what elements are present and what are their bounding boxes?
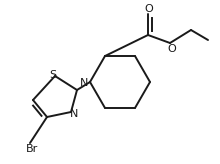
Text: O: O: [145, 4, 153, 14]
Text: N: N: [70, 109, 78, 119]
Text: Br: Br: [26, 144, 38, 154]
Text: S: S: [50, 70, 57, 80]
Text: O: O: [168, 44, 176, 54]
Text: N: N: [80, 78, 88, 88]
